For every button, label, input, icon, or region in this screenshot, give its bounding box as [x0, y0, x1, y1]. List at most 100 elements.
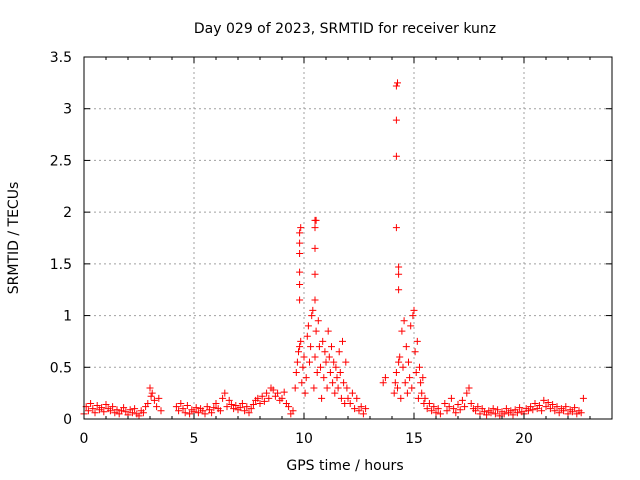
data-point [416, 363, 423, 371]
data-point [315, 343, 323, 351]
data-point [443, 407, 451, 415]
data-point [102, 401, 110, 409]
data-point [339, 337, 346, 345]
data-point [379, 379, 387, 387]
data-point [89, 405, 97, 413]
data-point [296, 343, 304, 351]
data-point [192, 404, 200, 412]
data-point [551, 407, 559, 415]
data-point [487, 409, 495, 417]
data-point [128, 409, 136, 417]
data-point [441, 399, 449, 407]
data-point [342, 358, 350, 366]
data-point [311, 296, 319, 304]
data-point [216, 407, 224, 415]
data-point [458, 396, 466, 404]
data-point [474, 403, 482, 411]
data-point [538, 407, 546, 415]
data-point [392, 224, 400, 232]
data-point [396, 353, 404, 361]
data-point [300, 353, 308, 361]
data-point [531, 399, 539, 407]
data-point [310, 384, 318, 392]
data-point [408, 384, 416, 392]
y-tick-label: 2 [63, 205, 72, 221]
data-point [256, 399, 264, 407]
data-point [411, 348, 419, 356]
data-point [241, 407, 249, 415]
data-point [500, 410, 508, 418]
data-point [318, 394, 326, 402]
data-point [296, 268, 304, 276]
x-tick-label: 0 [80, 431, 89, 447]
data-point [456, 406, 464, 414]
data-point [546, 405, 554, 413]
data-point [452, 409, 460, 417]
data-point [447, 394, 455, 402]
data-point [507, 407, 515, 415]
data-point [513, 409, 521, 417]
data-point [155, 394, 163, 402]
data-point [329, 379, 337, 387]
data-point [319, 337, 327, 345]
data-point [175, 407, 183, 415]
data-point [87, 399, 95, 407]
plot-frame [83, 56, 613, 420]
data-point [323, 384, 331, 392]
x-axis-label: GPS time / hours [286, 458, 403, 474]
data-point [309, 306, 317, 314]
y-tick-label: 1 [63, 309, 72, 325]
x-tick-label: 5 [190, 431, 199, 447]
data-point [413, 337, 421, 345]
data-point [301, 389, 309, 397]
data-point [307, 343, 315, 351]
data-point [322, 358, 330, 366]
data-point [326, 368, 334, 376]
data-point [418, 389, 426, 397]
data-point [555, 409, 563, 417]
data-point [183, 402, 191, 410]
data-point [285, 403, 293, 411]
axis-ticks: 0 5 10 15 20 0 0.5 1 1.5 2 2.5 3 3.5 [50, 50, 612, 447]
x-tick-label: 15 [405, 431, 423, 447]
data-point [542, 403, 550, 411]
data-point [312, 327, 320, 335]
data-point [402, 343, 410, 351]
data-point [568, 408, 576, 416]
data-point [298, 379, 306, 387]
data-point [148, 389, 156, 397]
data-point [425, 399, 433, 407]
data-point [236, 404, 244, 412]
data-point [265, 394, 273, 402]
data-point [172, 403, 180, 411]
data-point [91, 409, 99, 417]
data-point [147, 392, 155, 400]
data-point [454, 401, 462, 409]
data-point [98, 404, 106, 412]
data-point [291, 384, 299, 392]
data-point [489, 405, 497, 413]
grid-lines [84, 57, 612, 419]
data-point [351, 405, 359, 413]
data-point [106, 407, 114, 415]
data-point [336, 368, 344, 376]
data-point [314, 317, 322, 325]
data-point [491, 410, 499, 418]
data-point [263, 389, 271, 397]
data-point [328, 343, 335, 351]
data-point [535, 402, 543, 410]
data-point [340, 379, 348, 387]
y-tick-label: 3 [63, 102, 72, 118]
data-point [434, 405, 442, 413]
data-point [392, 368, 400, 376]
data-point [302, 374, 310, 382]
data-point [467, 399, 475, 407]
data-point [409, 312, 417, 320]
data-point [332, 363, 340, 371]
data-point [401, 379, 409, 387]
data-point [516, 404, 524, 412]
data-point [398, 327, 406, 335]
data-point [289, 407, 297, 415]
data-point [397, 394, 405, 402]
data-point [428, 407, 436, 415]
